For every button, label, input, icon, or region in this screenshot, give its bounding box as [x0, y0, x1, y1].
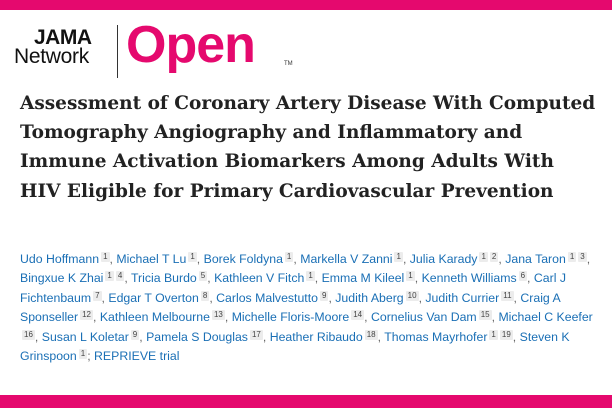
affiliation-marker[interactable]: 1 — [105, 271, 114, 282]
affiliation-marker[interactable]: 9 — [130, 329, 140, 340]
affiliation-marker[interactable]: 9 — [319, 290, 329, 301]
affiliation-marker[interactable]: 17 — [249, 329, 263, 340]
author-link[interactable]: Bingxue K Zhai — [20, 271, 104, 286]
affiliation-marker[interactable]: 5 — [198, 271, 208, 282]
author-link[interactable]: Markella V Zanni — [300, 252, 393, 266]
author-link[interactable]: Julia Karady — [409, 252, 478, 266]
affiliation-marker[interactable]: 12 — [80, 310, 94, 321]
author-link[interactable]: Pamela S Douglas — [146, 329, 248, 344]
author-link[interactable]: Judith Aberg — [335, 290, 404, 305]
affiliation-marker[interactable]: 10 — [405, 290, 419, 301]
logo-divider — [117, 25, 118, 78]
affiliation-marker[interactable]: 1 — [489, 329, 498, 340]
affiliation-marker[interactable]: 1 — [406, 271, 415, 282]
author-link[interactable]: Michael T Lu — [116, 252, 187, 266]
affiliation-marker[interactable]: 6 — [518, 271, 528, 282]
author-link[interactable]: Tricia Burdo — [130, 271, 197, 286]
logo-open: Open — [126, 16, 256, 74]
author-link[interactable]: Edgar T Overton — [108, 290, 199, 305]
affiliation-marker[interactable]: 1 — [101, 252, 110, 262]
logo-trademark: TM — [284, 61, 293, 67]
logo-network: Network — [14, 45, 89, 68]
affiliation-marker[interactable]: 1 — [567, 252, 577, 262]
affiliation-marker[interactable]: 1 — [306, 271, 315, 282]
author-link[interactable]: Susan L Koletar — [41, 329, 129, 344]
affiliation-marker[interactable]: 16 — [22, 329, 35, 340]
author-link[interactable]: Udo Hoffmann — [20, 252, 100, 266]
author-link[interactable]: Borek Foldyna — [203, 252, 283, 266]
logo-jama: JAMA — [34, 26, 92, 49]
affiliation-marker[interactable]: 1 — [284, 252, 294, 262]
affiliation-marker[interactable]: 1 — [479, 252, 488, 262]
author-link[interactable]: Emma M Kileel — [321, 271, 405, 286]
author-link[interactable]: Michael C Keefer — [498, 310, 593, 325]
bottom-accent-bar — [0, 395, 612, 408]
author-link[interactable]: Carlos Malvestutto — [216, 290, 318, 305]
author-link[interactable]: Kathleen V Fitch — [214, 271, 305, 286]
affiliation-marker[interactable]: 11 — [501, 290, 514, 301]
article-title: Assessment of Coronary Artery Disease Wi… — [20, 93, 596, 202]
affiliation-marker[interactable]: 1 — [78, 349, 88, 360]
author-link[interactable]: Kathleen Melbourne — [99, 310, 210, 325]
author-link[interactable]: Carl J Fichtenbaum — [20, 271, 567, 305]
author-link[interactable]: Thomas Mayrhofer — [384, 329, 488, 344]
affiliation-marker[interactable]: 13 — [211, 310, 225, 321]
author-link[interactable]: Jana Taron — [505, 252, 566, 266]
author-link[interactable]: Kenneth Williams — [421, 271, 517, 286]
affiliation-marker[interactable]: 1 — [394, 252, 403, 262]
affiliation-marker[interactable]: 3 — [578, 252, 587, 262]
affiliation-marker[interactable]: 19 — [499, 329, 513, 340]
group-author-link[interactable]: REPRIEVE trial — [94, 349, 180, 364]
affiliation-marker[interactable]: 18 — [364, 329, 378, 340]
affiliation-marker[interactable]: 4 — [115, 271, 125, 282]
author-link[interactable]: Craig A Sponseller — [20, 290, 561, 325]
affiliation-marker[interactable]: 8 — [200, 290, 210, 301]
affiliation-marker[interactable]: 7 — [93, 290, 102, 301]
affiliation-marker[interactable]: 2 — [489, 252, 499, 262]
affiliation-marker[interactable]: 14 — [351, 310, 365, 321]
author-link[interactable]: Michelle Floris-Moore — [231, 310, 350, 325]
author-list: Udo Hoffmann 1, Michael T Lu 1, Borek Fold… — [20, 252, 593, 364]
top-accent-bar — [0, 0, 612, 10]
affiliation-marker[interactable]: 15 — [478, 310, 492, 321]
author-link[interactable]: Cornelius Van Dam — [370, 310, 477, 325]
author-link[interactable]: Heather Ribaudo — [269, 329, 363, 344]
author-link[interactable]: Judith Currier — [425, 290, 500, 305]
author-link[interactable]: Steven K Grinspoon — [20, 329, 570, 364]
affiliation-marker[interactable]: 1 — [188, 252, 197, 262]
